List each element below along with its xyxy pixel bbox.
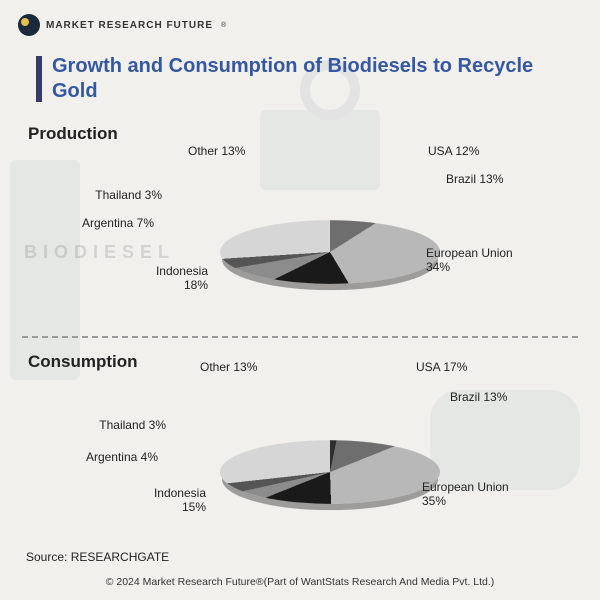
consumption-pie (220, 440, 440, 504)
production-pie (220, 220, 440, 284)
brand-name: MARKET RESEARCH FUTURE (46, 20, 213, 31)
pie-slice-label: Indonesia15% (154, 486, 206, 514)
source-prefix: Source: (26, 550, 71, 564)
consumption-chart: USA 17% Brazil 13% European Union35% Indone… (20, 350, 580, 550)
title-accent-bar (36, 56, 42, 102)
section-divider (22, 336, 578, 338)
globe-icon (18, 14, 40, 36)
pie-slice-label: European Union34% (426, 246, 513, 274)
pie-slice-label: Thailand 3% (99, 418, 166, 432)
registered-mark: ® (221, 22, 226, 29)
brand-logo: MARKET RESEARCH FUTURE ® (18, 14, 226, 36)
pie-slice-label: Other 13% (200, 360, 257, 374)
pie-slice-label: USA 12% (428, 144, 479, 158)
pie-slice-label: Brazil 13% (450, 390, 507, 404)
pie-slice-label: European Union35% (422, 480, 509, 508)
pie-slice-label: Other 13% (188, 144, 245, 158)
source-name: RESEARCHGATE (71, 550, 169, 564)
footer-copyright: © 2024 Market Research Future®(Part of W… (0, 576, 600, 588)
pie-slice-label: Brazil 13% (446, 172, 503, 186)
pie-slice-label: Thailand 3% (95, 188, 162, 202)
pie-slice-label: Argentina 4% (86, 450, 158, 464)
page-title: Growth and Consumption of Biodiesels to … (52, 54, 564, 104)
source-line: Source: RESEARCHGATE (26, 550, 169, 564)
pie-slice-label: USA 17% (416, 360, 467, 374)
production-chart: USA 12% Brazil 13% European Union34% Indone… (20, 130, 580, 330)
pie-slice-label: Indonesia18% (156, 264, 208, 292)
title-block: Growth and Consumption of Biodiesels to … (36, 54, 564, 104)
pie-slice-label: Argentina 7% (82, 216, 154, 230)
